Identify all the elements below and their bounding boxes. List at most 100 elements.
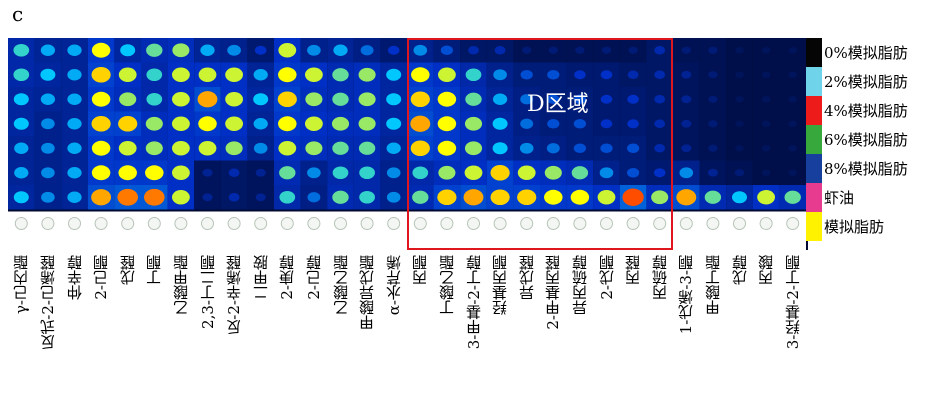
x-tick-label: 2,3-丁二酮 xyxy=(198,255,217,329)
reference-dot xyxy=(387,217,401,230)
x-tick-label: 仲辛醇 xyxy=(65,255,84,300)
heatmap-spot xyxy=(704,190,722,204)
reference-dot xyxy=(467,217,480,230)
x-tick-label: 羟基丙酮 xyxy=(491,255,510,315)
heatmap-spot xyxy=(387,45,400,55)
heatmap-spot xyxy=(681,144,692,153)
heatmap-spot xyxy=(305,67,323,82)
x-tick-label: 丁酮 xyxy=(145,255,164,285)
legend-label: 4%模拟脂肪 xyxy=(824,102,908,120)
heatmap-spot xyxy=(358,141,376,155)
legend-swatch xyxy=(806,183,822,212)
legend-swatch xyxy=(806,212,822,241)
reference-dot xyxy=(94,217,108,230)
reference-dot xyxy=(706,217,720,230)
heatmap xyxy=(8,38,808,250)
d-region-box xyxy=(407,38,673,250)
heatmap-spot xyxy=(410,115,431,132)
heatmap-spot xyxy=(227,44,241,56)
heatmap-spot xyxy=(386,191,401,203)
reference-dot xyxy=(14,217,28,230)
heatmap-spot xyxy=(67,93,82,105)
heatmap-spot xyxy=(600,119,613,129)
legend-item: 4%模拟脂肪 xyxy=(806,96,935,125)
heatmap-spot xyxy=(41,142,55,154)
heatmap-spot xyxy=(464,141,483,156)
reference-dot xyxy=(280,217,294,230)
heatmap-spot xyxy=(437,116,457,132)
heatmap-spot xyxy=(307,44,321,56)
heatmap-spot xyxy=(117,188,138,206)
heatmap-spot xyxy=(67,142,82,154)
reference-dot xyxy=(201,217,214,230)
x-tick-label: 2-己酮 xyxy=(92,255,111,300)
heatmap-spot xyxy=(225,67,244,82)
x-tick-label: 戊醛 xyxy=(118,255,137,285)
legend-swatch xyxy=(806,38,822,67)
heatmap-spot xyxy=(331,116,350,131)
heatmap-spot xyxy=(570,189,590,205)
heatmap-spot xyxy=(681,70,692,79)
legend-swatch xyxy=(806,96,822,125)
heatmap-spot xyxy=(517,189,537,206)
heatmap-spot xyxy=(788,46,798,54)
legend-item: 6%模拟脂肪 xyxy=(806,125,935,154)
heatmap-spot xyxy=(332,141,349,155)
x-tick-label: 乙酸甲酯 xyxy=(171,255,190,315)
heatmap-spot xyxy=(305,141,323,156)
heatmap-spot xyxy=(490,189,510,206)
heatmap-spot xyxy=(278,67,297,83)
x-tick-label: 1-戊烯-3-酮 xyxy=(677,255,696,335)
heatmap-spot xyxy=(676,189,697,206)
heatmap-spot xyxy=(279,166,296,180)
heatmap-spot xyxy=(601,46,612,54)
heatmap-spot xyxy=(67,118,82,130)
heatmap-spot xyxy=(410,140,430,157)
heatmap-spot xyxy=(707,168,718,177)
reference-dot xyxy=(493,217,507,230)
reference-dot xyxy=(653,217,667,230)
x-tick-label: 异戊醛 xyxy=(517,255,536,300)
x-axis-labels: γ-己内酯 反式-2-己烯醛 仲辛醇 2-己酮 戊醛 丁酮 乙酸甲酯 2,3-丁二酮 反-2-辛… xyxy=(0,255,935,415)
heatmap-spot xyxy=(386,167,401,179)
heatmap-spot xyxy=(548,46,558,54)
heatmap-spot xyxy=(305,116,323,131)
heatmap-spot xyxy=(788,120,798,128)
heatmap-spot xyxy=(599,167,614,179)
heatmap-spot xyxy=(410,91,430,108)
heatmap-spot xyxy=(492,93,508,105)
heatmap-spot xyxy=(597,190,616,205)
legend-swatch xyxy=(806,67,822,96)
heatmap-spot xyxy=(67,69,82,81)
heatmap-spot xyxy=(118,165,137,181)
heatmap-spot xyxy=(653,168,666,178)
heatmap-spot xyxy=(172,190,190,205)
heatmap-spot xyxy=(520,69,533,80)
heatmap-spot xyxy=(654,46,666,55)
heatmap-spot xyxy=(679,167,694,179)
heatmap-spot xyxy=(600,143,613,154)
heatmap-spot xyxy=(198,141,217,156)
heatmap-spot xyxy=(67,44,82,56)
reference-dot xyxy=(546,217,560,230)
heatmap-spot xyxy=(333,44,348,56)
heatmap-spot xyxy=(225,141,243,156)
x-tick-label: 戊醇 xyxy=(730,255,749,285)
heatmap-spot xyxy=(91,189,112,206)
d-region-label: D区域 xyxy=(527,92,589,117)
heatmap-spot xyxy=(517,165,536,180)
heatmap-spot xyxy=(654,144,666,153)
heatmap-spot xyxy=(547,69,560,80)
heatmap-spot xyxy=(253,142,268,154)
heatmap-spot xyxy=(544,189,563,205)
x-tick-label: 甲酸丁酯 xyxy=(703,255,722,315)
heatmap-spot xyxy=(228,168,240,177)
heatmap-spot xyxy=(411,67,430,83)
heatmap-spot xyxy=(519,142,534,154)
heatmap-spot xyxy=(546,143,560,154)
heatmap-spot xyxy=(200,44,215,56)
heatmap-spot xyxy=(465,68,482,82)
reference-dot xyxy=(759,217,773,230)
heatmap-spot xyxy=(145,141,163,156)
heatmap-spot xyxy=(627,119,639,129)
